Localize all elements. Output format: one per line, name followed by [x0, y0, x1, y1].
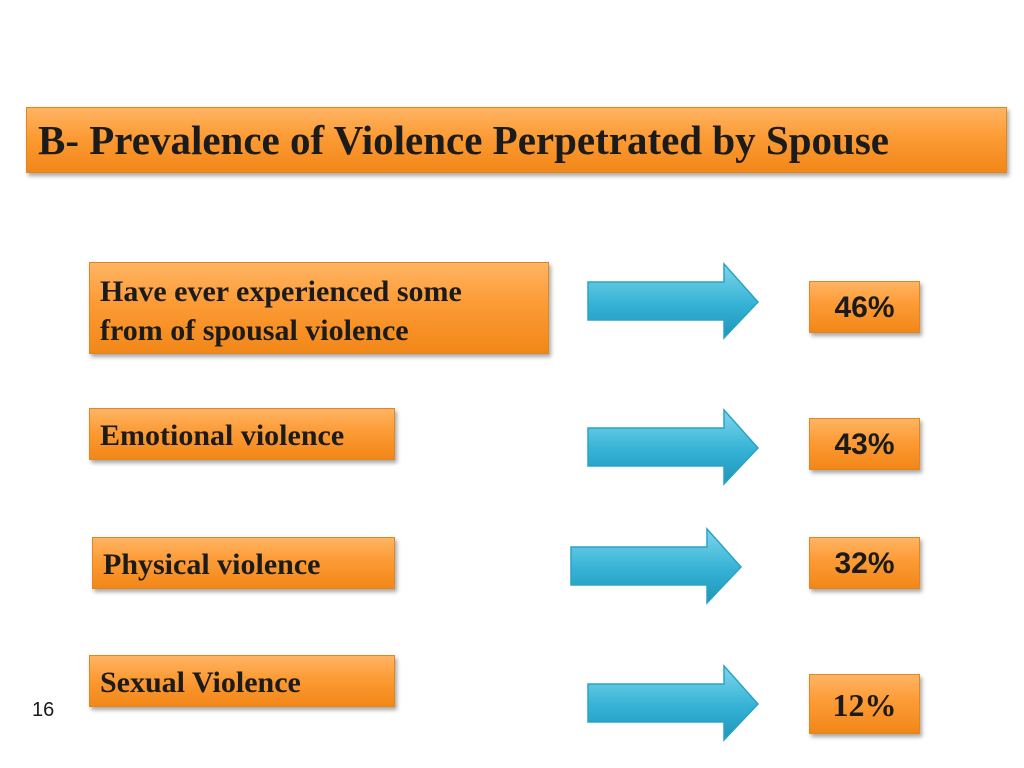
row-4-label-box: Sexual Violence — [89, 655, 395, 707]
row-2-label-box: Emotional violence — [89, 408, 395, 460]
row-2-value: 43% — [834, 428, 895, 461]
row-4-value-box: 12% — [809, 674, 920, 734]
row-3-value: 32% — [834, 547, 895, 580]
slide-number: 16 — [32, 699, 55, 721]
row-4-value: 12% — [832, 687, 897, 723]
row-1-value-box: 46% — [809, 281, 920, 333]
right-arrow-icon — [570, 527, 743, 605]
row-1-value: 46% — [834, 291, 895, 324]
row-3-label: Physical violence — [103, 548, 321, 581]
row-3-label-box: Physical violence — [92, 537, 395, 589]
row-2-label: Emotional violence — [100, 419, 345, 452]
slide-title: B- Prevalence of Violence Perpetrated by… — [38, 117, 889, 163]
row-1-label-line-1: Have ever experienced some — [100, 275, 462, 308]
row-2-value-box: 43% — [809, 418, 920, 470]
right-arrow-icon — [587, 664, 760, 742]
row-1-label-line-2: from of spousal violence — [100, 314, 409, 347]
row-1-label-box: Have ever experienced some from of spous… — [89, 262, 549, 354]
right-arrow-icon — [587, 262, 760, 340]
title-box: B- Prevalence of Violence Perpetrated by… — [26, 107, 1007, 173]
row-4-label: Sexual Violence — [100, 666, 301, 699]
right-arrow-icon — [587, 408, 760, 486]
row-3-value-box: 32% — [809, 537, 920, 589]
